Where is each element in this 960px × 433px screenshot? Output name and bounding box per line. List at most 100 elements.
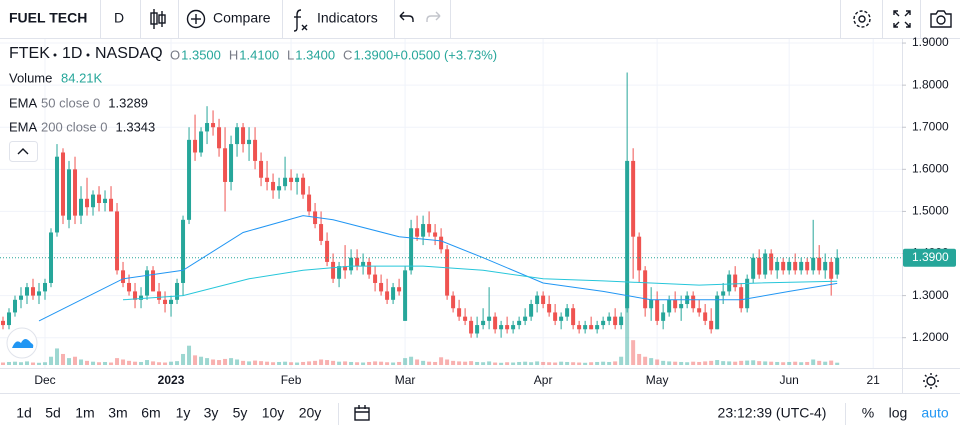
candle-body <box>19 295 24 300</box>
settings-button[interactable] <box>853 10 871 28</box>
candle-body <box>811 257 816 271</box>
candle-body <box>397 287 402 292</box>
volume-bar <box>211 359 216 365</box>
volume-bar <box>805 361 810 365</box>
logo[interactable] <box>6 327 38 359</box>
date-range-button[interactable] <box>354 405 370 421</box>
fullscreen-button[interactable] <box>893 10 911 28</box>
candle-body <box>349 257 354 271</box>
volume-bar <box>649 358 654 365</box>
volume-bar <box>301 361 306 365</box>
range-button[interactable]: 20y <box>299 405 322 421</box>
candle-body <box>661 312 666 321</box>
volume-bar <box>463 361 468 365</box>
indicator-params: 50 close 0 <box>41 95 100 110</box>
undo-button[interactable] <box>399 11 414 22</box>
candle-body <box>679 304 684 309</box>
volume-bar <box>619 356 624 365</box>
range-button[interactable]: 10y <box>262 405 285 421</box>
volume-bar <box>751 360 756 365</box>
redo-button[interactable] <box>426 11 441 22</box>
y-tick-label: 1.3000 <box>912 288 949 302</box>
volume-bar <box>403 358 408 365</box>
candle-body <box>481 320 486 326</box>
candle-body <box>601 320 606 326</box>
candle-body <box>637 236 642 271</box>
volume-bar <box>397 361 402 365</box>
snapshot-button[interactable] <box>930 10 952 28</box>
volume-bar <box>295 362 300 365</box>
candle-body <box>781 261 786 271</box>
log-button[interactable]: log <box>889 405 908 421</box>
volume-bar <box>433 361 438 365</box>
volume-bar <box>367 361 372 365</box>
compare-button[interactable]: Compare <box>213 10 271 26</box>
candle-body <box>145 270 150 296</box>
candle-body <box>487 316 492 321</box>
percent-button[interactable]: % <box>862 405 874 421</box>
range-button[interactable]: 1m <box>75 405 94 421</box>
volume-bar <box>733 361 738 365</box>
volume-bar <box>385 362 390 365</box>
candle-body <box>421 224 426 237</box>
candle-body <box>469 320 474 334</box>
candle-body <box>751 257 756 279</box>
candle-body <box>31 287 36 296</box>
range-button[interactable]: 3y <box>204 405 219 421</box>
range-button[interactable]: 3m <box>108 405 127 421</box>
volume-bar <box>613 361 618 365</box>
candle-body <box>463 316 468 321</box>
range-button[interactable]: 5d <box>45 405 61 421</box>
volume-bar <box>625 285 630 365</box>
compare-icon[interactable] <box>186 9 206 29</box>
range-buttons: 1d 5d 1m 3m 6m 1y 3y 5y 10y 20y <box>16 405 321 421</box>
volume-layer <box>1 285 840 365</box>
candle-body <box>271 181 276 191</box>
indicators-icon[interactable] <box>293 9 308 32</box>
volume-bar <box>193 355 198 365</box>
range-button[interactable]: 5y <box>233 405 248 421</box>
symbol: FTEK <box>9 45 50 62</box>
candle-body <box>649 299 654 309</box>
ohlc-legend: O 1.3500 H 1.4100 L 1.3400 C 1.3900 <box>170 47 393 62</box>
x-tick-label: Feb <box>281 373 302 387</box>
range-button[interactable]: 1y <box>176 405 191 421</box>
volume-legend-name: Volume <box>9 70 52 85</box>
candle-body <box>61 152 66 216</box>
range-button[interactable]: 6m <box>141 405 160 421</box>
volume-bar <box>583 362 588 365</box>
range-button[interactable]: 1d <box>16 405 32 421</box>
volume-bar <box>325 360 330 365</box>
volume-bar <box>577 362 582 365</box>
x-tick-label: Mar <box>395 373 416 387</box>
volume-bar <box>679 361 684 365</box>
volume-bar <box>31 362 36 365</box>
candle-body <box>283 177 288 187</box>
candle-body <box>277 186 282 191</box>
last-price-label: 1.3900 <box>912 250 949 264</box>
y-tick-label: 1.9000 <box>912 35 949 49</box>
collapse-legend-button[interactable] <box>9 141 38 162</box>
chart-type-button[interactable] <box>150 9 166 29</box>
candle-body <box>835 257 840 275</box>
candle-body <box>703 312 708 321</box>
candle-body <box>607 316 612 321</box>
time-axis-settings[interactable] <box>923 373 939 389</box>
volume-bar <box>391 362 396 365</box>
indicators-button[interactable]: Indicators <box>317 10 378 26</box>
candle-body <box>733 274 738 288</box>
volume-bar <box>709 360 714 365</box>
volume-bar <box>439 357 444 365</box>
volume-bar <box>499 362 504 365</box>
candle-body <box>73 169 78 216</box>
volume-bar <box>25 361 30 365</box>
volume-bar <box>373 361 378 365</box>
candle-body <box>121 270 126 283</box>
interval-button[interactable]: D <box>114 10 124 26</box>
candle-body <box>337 266 342 279</box>
volume-bar <box>451 360 456 365</box>
x-tick-label: Dec <box>34 373 55 387</box>
x-tick-label: Jun <box>779 373 798 387</box>
auto-button[interactable]: auto <box>921 405 948 421</box>
candle-body <box>715 295 720 330</box>
